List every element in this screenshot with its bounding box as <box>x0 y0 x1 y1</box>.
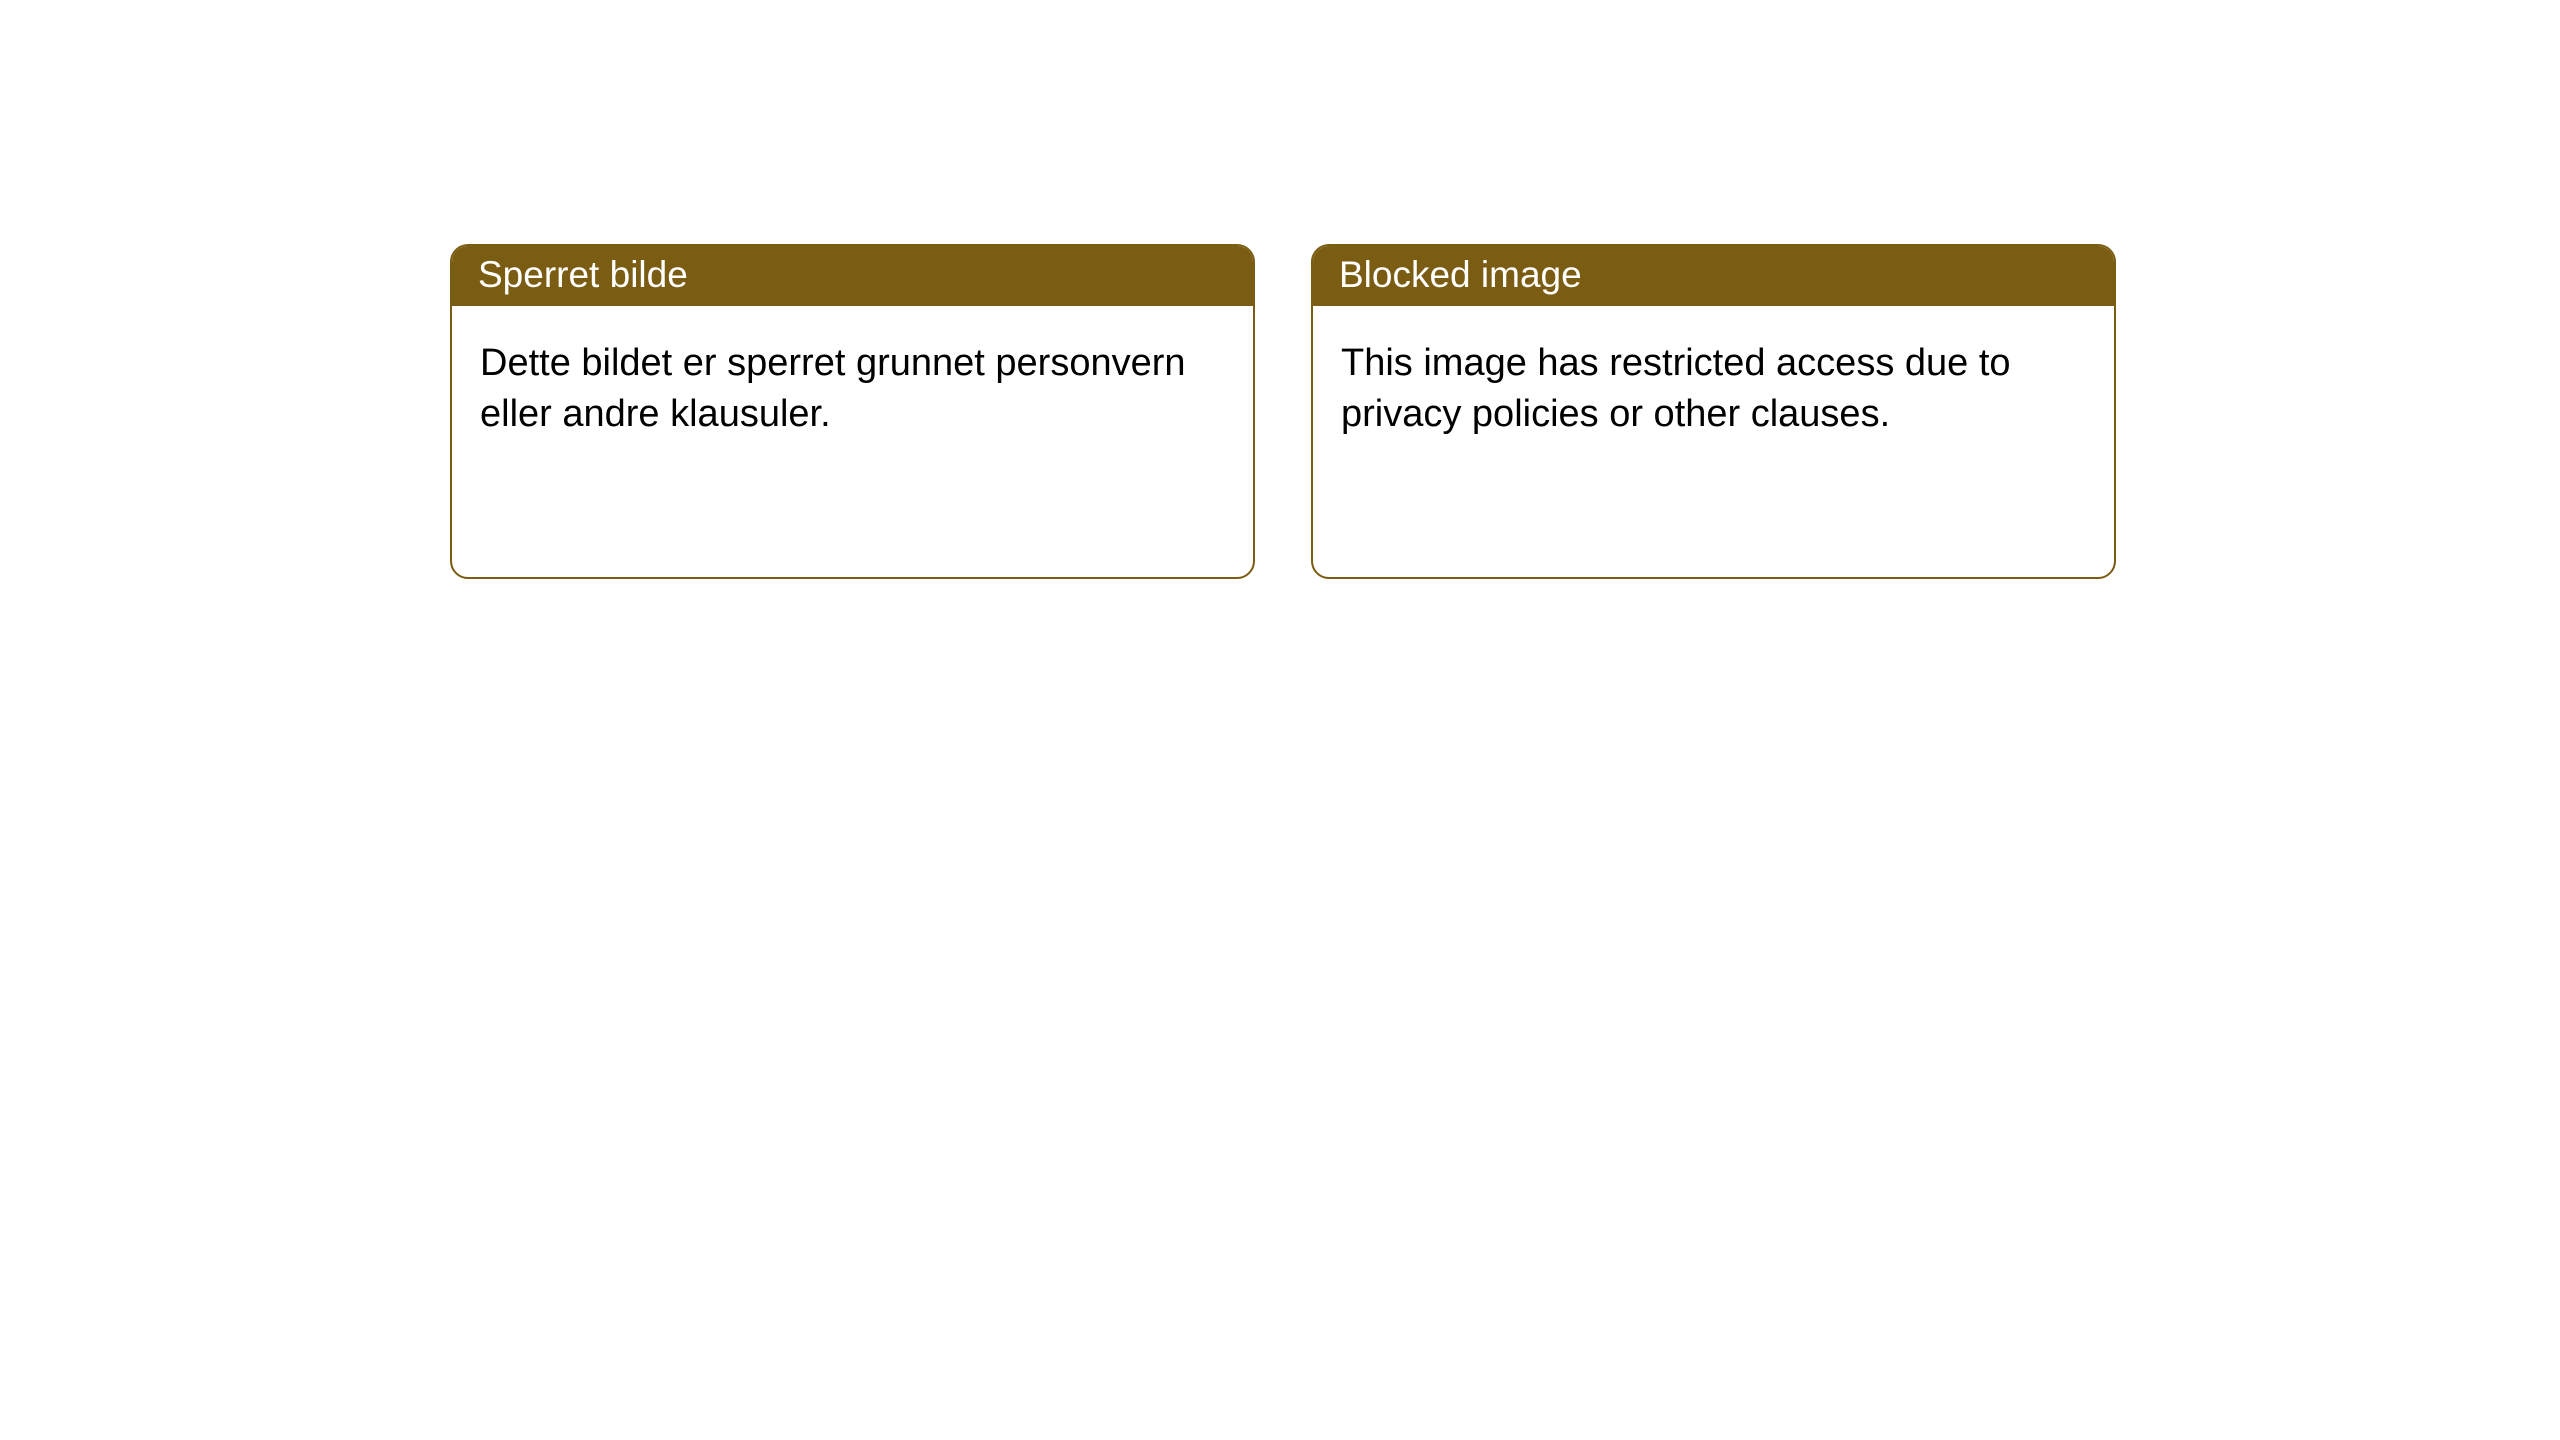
notice-card-norwegian: Sperret bilde Dette bildet er sperret gr… <box>450 244 1255 579</box>
notice-header: Sperret bilde <box>452 246 1253 306</box>
notice-card-english: Blocked image This image has restricted … <box>1311 244 2116 579</box>
notice-header: Blocked image <box>1313 246 2114 306</box>
notice-body: Dette bildet er sperret grunnet personve… <box>452 306 1253 473</box>
notice-body: This image has restricted access due to … <box>1313 306 2114 473</box>
notice-container: Sperret bilde Dette bildet er sperret gr… <box>0 0 2560 579</box>
